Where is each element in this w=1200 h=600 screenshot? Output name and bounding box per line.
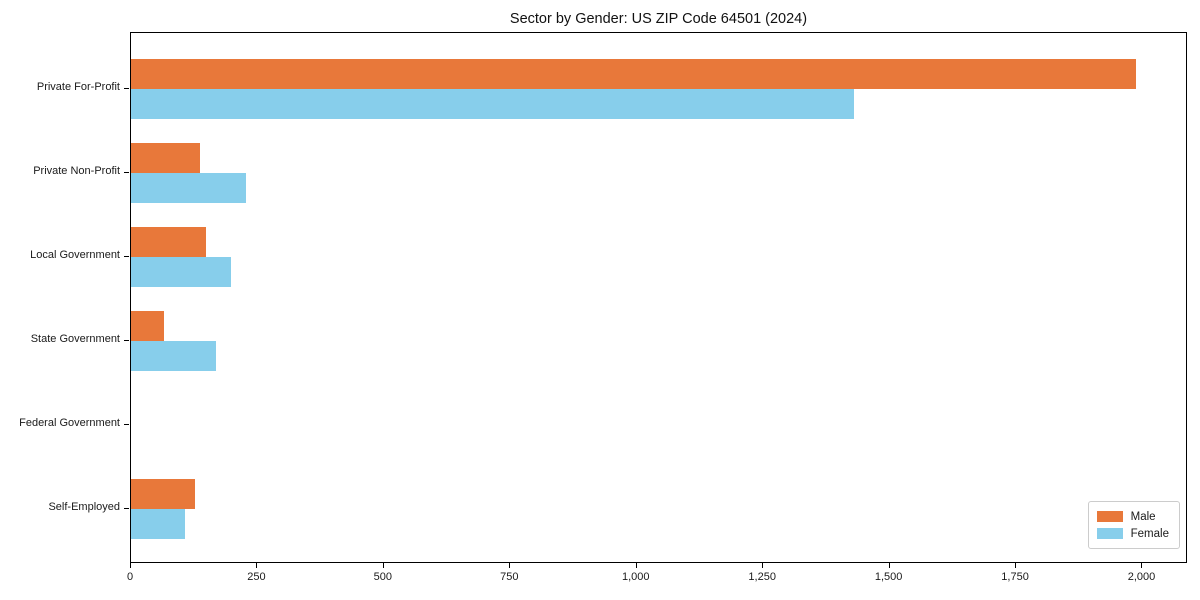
plot-area: Male Female [130,32,1187,563]
bar-male-2 [131,143,200,173]
x-tick-label: 1,250 [748,571,776,583]
x-tick-mark [888,563,890,568]
legend-label: Male [1130,510,1156,523]
x-tick-label: 0 [126,571,134,583]
y-tick-mark [124,256,129,257]
bar-female-6 [131,509,185,539]
bar-female-4 [131,341,216,371]
x-tick-label: 250 [247,571,266,583]
y-tick-label: Federal Government [19,417,120,429]
legend-item-female: Female [1096,525,1169,542]
legend-item-male: Male [1096,508,1169,525]
bar-female-3 [131,257,231,287]
bar-male-6 [131,479,195,509]
x-tick-mark [1015,563,1017,568]
legend-label: Female [1130,527,1169,540]
x-tick-mark [130,563,131,568]
x-tick-label: 500 [373,571,393,583]
y-tick-mark [124,172,129,173]
y-tick-mark [124,88,129,89]
x-tick-mark [509,563,511,568]
y-tick-mark [124,508,129,509]
y-tick-mark [124,340,129,341]
legend: Male Female [1087,501,1180,549]
x-tick-mark [1141,563,1143,568]
x-tick-label: 1,000 [621,571,650,583]
y-tick-label: State Government [30,333,120,345]
y-tick-label: Local Government [30,249,120,261]
x-tick-mark [635,563,637,568]
bar-female-2 [131,173,246,203]
legend-swatch-female [1096,528,1123,539]
x-tick-label: 1,500 [874,571,903,583]
bar-male-3 [131,227,206,257]
x-tick-mark [762,563,764,568]
bar-male-1 [131,59,1136,89]
bar-female-1 [131,89,854,119]
legend-swatch-male [1096,511,1123,522]
y-tick-label: Private Non-Profit [33,165,120,177]
bar-male-4 [131,311,164,341]
x-tick-label: 2,000 [1127,571,1156,583]
chart-title: Sector by Gender: US ZIP Code 64501 (202… [509,11,808,27]
x-tick-mark [256,563,258,568]
y-tick-mark [124,424,129,425]
y-tick-label: Self-Employed [48,501,120,513]
y-tick-label: Private For-Profit [36,81,120,93]
x-tick-label: 750 [500,571,519,583]
x-tick-label: 1,750 [1001,571,1029,583]
x-tick-mark [382,563,384,568]
